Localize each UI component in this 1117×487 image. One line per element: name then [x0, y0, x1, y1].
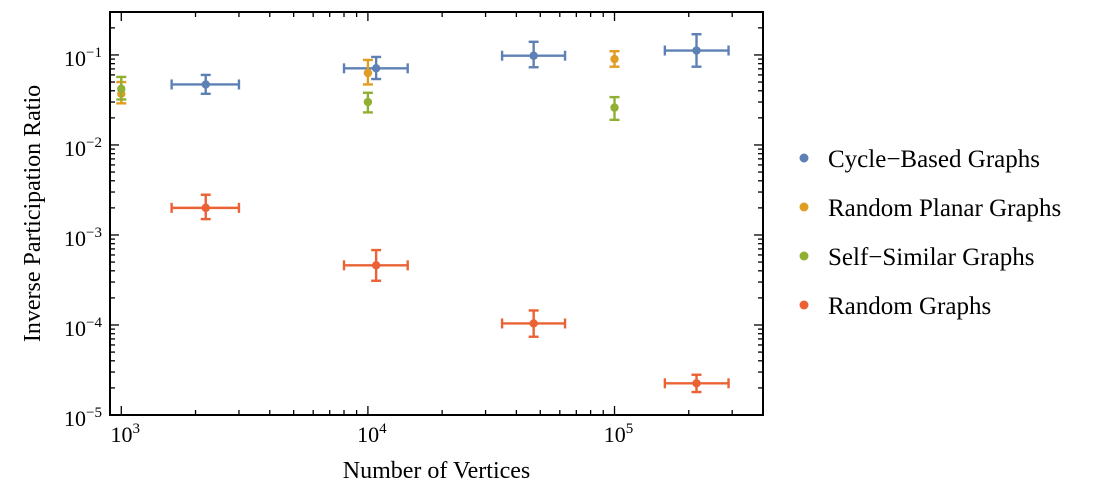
- legend-item: Self−Similar Graphs: [799, 244, 1034, 271]
- x-tick-label: 105: [604, 421, 634, 447]
- data-point: [201, 80, 210, 89]
- axis-ticks: 103 104 105 10−5 10−4 10−3 10−2 10−1: [64, 12, 764, 447]
- data-point: [529, 51, 538, 60]
- legend-marker: [799, 300, 809, 310]
- legend-item: Random Planar Graphs: [799, 195, 1061, 222]
- legend-marker: [799, 202, 809, 212]
- legend-label: Self−Similar Graphs: [828, 244, 1034, 271]
- legend-item: Random Graphs: [799, 293, 991, 320]
- legend-item: Cycle−Based Graphs: [799, 146, 1040, 173]
- x-tick-label: 104: [357, 421, 387, 447]
- data-point: [363, 97, 373, 107]
- y-tick-label: 10−1: [64, 45, 102, 71]
- x-tick-label: 103: [111, 421, 141, 447]
- y-axis-title: Inverse Participation Ratio: [20, 85, 46, 342]
- data-point: [692, 379, 701, 388]
- plot-frame: [109, 11, 764, 416]
- data-point: [201, 203, 210, 213]
- data-point: [363, 68, 373, 78]
- y-tick-label: 10−3: [64, 225, 102, 251]
- data-point: [371, 261, 381, 270]
- data-point: [371, 64, 381, 73]
- data-point: [610, 103, 619, 112]
- data-point: [692, 46, 701, 55]
- y-tick-label: 10−2: [64, 135, 102, 161]
- series-3: [170, 193, 730, 394]
- legend-label: Random Planar Graphs: [828, 195, 1061, 222]
- legend: Cycle−Based Graphs Random Planar Graphs Se…: [799, 146, 1061, 320]
- legend-marker: [799, 153, 809, 163]
- y-tick-label: 10−5: [64, 405, 102, 431]
- legend-label: Cycle−Based Graphs: [828, 146, 1040, 173]
- data-point: [117, 84, 126, 94]
- data-point: [610, 54, 619, 64]
- y-tick-label: 10−4: [64, 315, 102, 341]
- series-2: [116, 75, 620, 122]
- plot-area: [116, 33, 730, 394]
- x-axis-title: Number of Vertices: [343, 458, 531, 484]
- legend-marker: [799, 251, 809, 261]
- data-point: [529, 319, 538, 328]
- series-0: [170, 33, 730, 96]
- legend-label: Random Graphs: [828, 293, 991, 320]
